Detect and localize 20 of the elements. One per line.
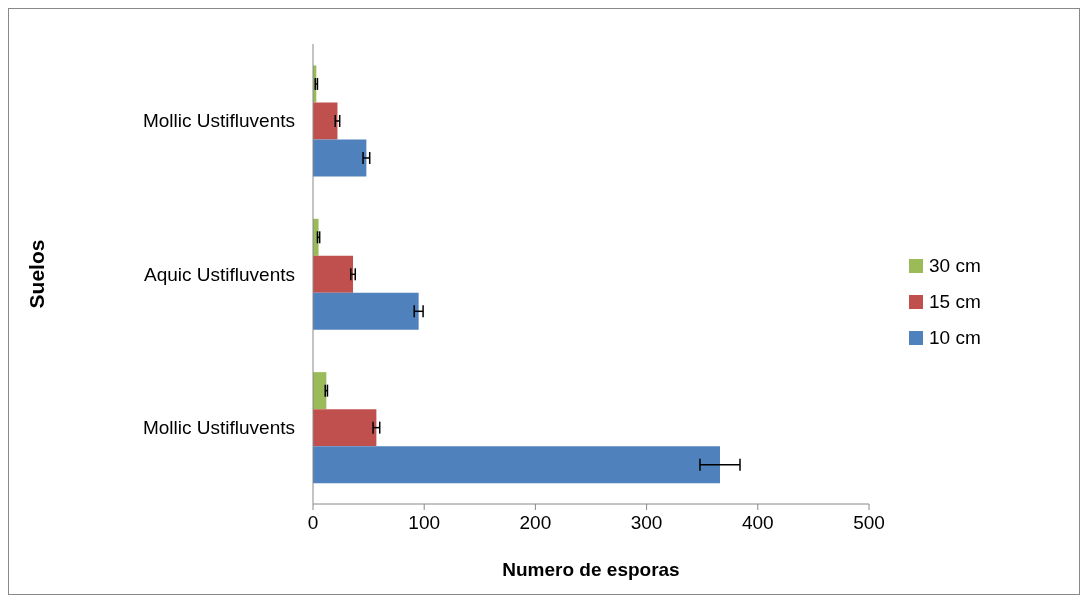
legend-label: 30 cm: [929, 253, 981, 278]
x-tick-label: 100: [408, 512, 441, 534]
legend-label: 15 cm: [929, 289, 981, 314]
x-tick-label: 200: [519, 512, 552, 534]
x-axis-title: Numero de esporas: [502, 559, 680, 580]
bar: [313, 139, 367, 177]
y-tick-label: Mollic Ustifluvents: [142, 110, 295, 132]
bar: [313, 446, 720, 484]
bar: [313, 255, 354, 293]
y-tick-label: Mollic Ustifluvents: [142, 417, 295, 439]
x-tick-label: 400: [741, 512, 774, 534]
bar: [313, 409, 377, 447]
bar: [313, 102, 338, 140]
x-tick-label: 500: [853, 512, 885, 534]
x-tick-label: 0: [307, 512, 319, 534]
y-tick-label: Aquic Ustifluvents: [143, 263, 295, 285]
bar: [313, 292, 419, 330]
legend-label: 10 cm: [929, 325, 981, 350]
y-axis-title: Suelos: [25, 239, 49, 309]
x-tick-label: 300: [630, 512, 663, 534]
